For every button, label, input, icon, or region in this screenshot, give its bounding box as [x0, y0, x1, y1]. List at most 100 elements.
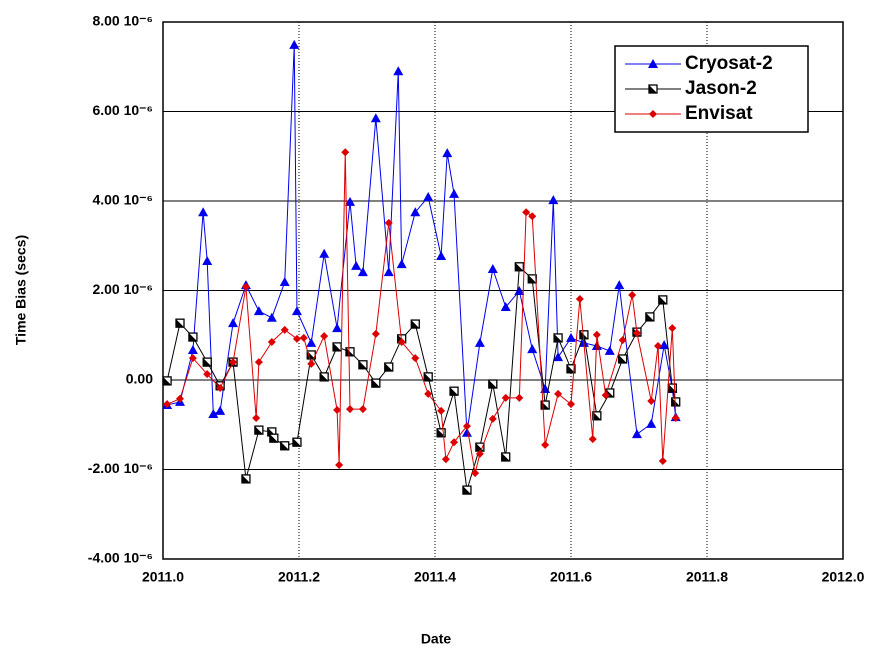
marker: [631, 429, 642, 439]
marker-shape: [488, 414, 497, 423]
marker: [566, 364, 576, 374]
marker: [383, 267, 394, 277]
marker: [319, 248, 330, 258]
marker-shape: [254, 358, 263, 367]
marker: [163, 400, 172, 409]
x-tick-label: 2011.8: [686, 569, 728, 585]
marker-shape: [176, 319, 184, 328]
marker-shape: [187, 345, 198, 355]
marker: [514, 285, 525, 295]
marker-shape: [628, 290, 637, 299]
marker: [649, 110, 657, 118]
marker-shape: [208, 409, 219, 419]
legend-label: Envisat: [685, 103, 753, 124]
marker: [289, 39, 300, 49]
marker-shape: [618, 354, 627, 363]
marker-shape: [370, 113, 381, 123]
marker-shape: [658, 456, 667, 465]
marker: [345, 196, 355, 206]
marker: [654, 341, 663, 350]
marker: [548, 195, 559, 205]
marker: [371, 329, 380, 338]
marker: [228, 318, 239, 328]
marker-shape: [241, 282, 250, 291]
marker: [648, 59, 658, 68]
marker: [280, 325, 289, 334]
marker: [632, 329, 641, 338]
marker-shape: [649, 110, 657, 118]
marker-shape: [554, 389, 563, 398]
marker: [335, 461, 344, 470]
marker: [266, 312, 277, 322]
marker: [554, 389, 563, 398]
marker-shape: [215, 405, 226, 415]
marker-shape: [163, 376, 172, 385]
marker: [202, 357, 212, 367]
marker: [442, 148, 453, 158]
marker-shape: [203, 370, 212, 379]
marker-shape: [188, 333, 197, 342]
marker: [306, 337, 317, 347]
marker-shape: [659, 340, 670, 350]
marker-shape: [474, 337, 485, 347]
marker-shape: [437, 406, 446, 415]
marker: [216, 384, 225, 393]
marker: [291, 306, 302, 316]
marker-shape: [345, 196, 355, 206]
marker: [423, 191, 434, 201]
marker-shape: [346, 347, 354, 356]
marker-shape: [618, 336, 627, 345]
marker: [541, 440, 550, 449]
marker: [647, 397, 656, 406]
marker: [346, 405, 354, 414]
marker-shape: [241, 474, 250, 483]
marker-shape: [333, 342, 342, 351]
marker: [658, 295, 668, 305]
marker-shape: [646, 418, 657, 428]
marker-shape: [332, 323, 343, 333]
marker: [488, 414, 497, 423]
legend-label: Cryosat-2: [685, 53, 773, 74]
marker-shape: [254, 426, 263, 435]
marker-shape: [320, 372, 329, 381]
marker-shape: [252, 414, 261, 423]
marker: [351, 260, 362, 270]
marker-shape: [671, 414, 680, 423]
marker-shape: [450, 438, 459, 447]
y-tick-label: 6.00 10⁻⁶: [92, 102, 153, 118]
marker: [474, 337, 485, 347]
marker: [500, 302, 511, 312]
marker-shape: [216, 384, 225, 393]
marker: [332, 342, 342, 352]
marker: [522, 208, 531, 217]
marker: [645, 312, 655, 322]
marker: [601, 391, 610, 400]
marker: [202, 255, 213, 265]
marker: [280, 441, 290, 451]
marker-shape: [647, 397, 656, 406]
marker-shape: [614, 280, 625, 290]
marker-shape: [269, 434, 278, 443]
marker-shape: [631, 429, 642, 439]
marker-shape: [648, 59, 658, 68]
marker: [528, 212, 537, 221]
marker-shape: [351, 260, 362, 270]
marker-shape: [280, 441, 289, 450]
marker-shape: [487, 264, 498, 274]
series-line: [166, 152, 677, 474]
marker-shape: [289, 39, 300, 49]
marker-shape: [424, 389, 433, 398]
marker: [566, 332, 576, 342]
marker-shape: [604, 345, 615, 355]
marker-shape: [228, 318, 239, 328]
marker-shape: [553, 352, 564, 362]
marker: [188, 332, 198, 342]
marker: [553, 333, 563, 343]
marker-shape: [449, 188, 460, 198]
marker-shape: [163, 400, 172, 409]
marker: [307, 359, 316, 368]
marker: [292, 334, 301, 343]
marker-shape: [471, 469, 480, 478]
marker: [252, 414, 261, 423]
marker-shape: [566, 332, 576, 342]
